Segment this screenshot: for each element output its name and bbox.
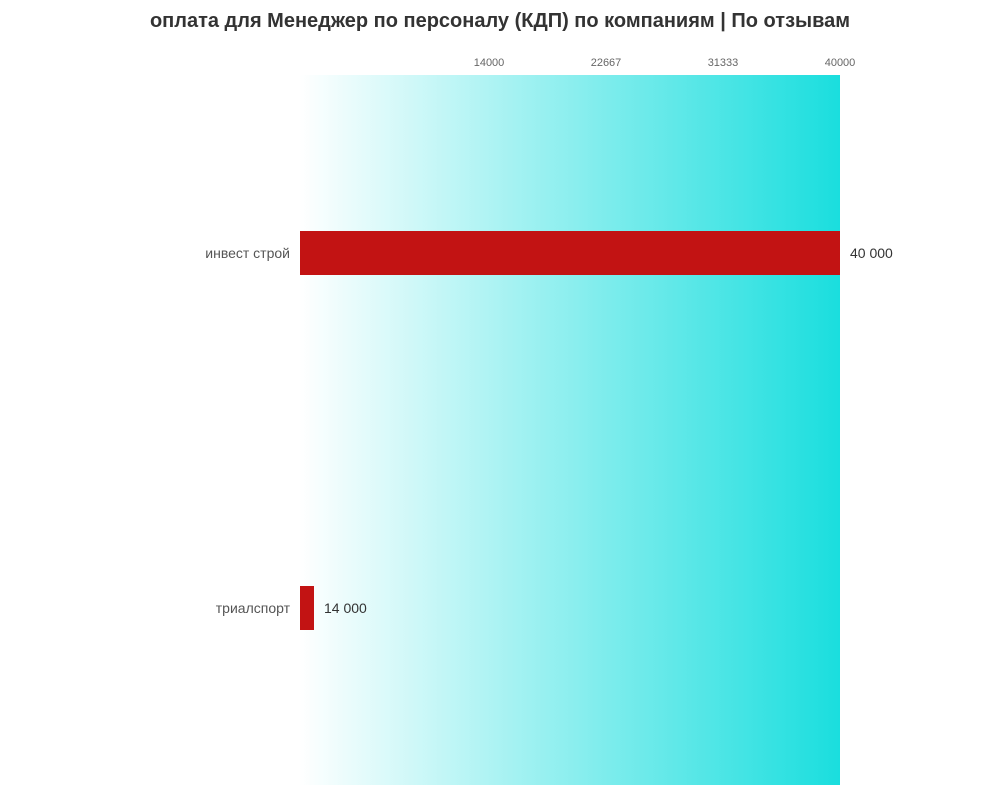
- bar: [300, 231, 840, 275]
- x-axis-tick: 22667: [591, 57, 622, 69]
- chart-gradient-background: [300, 75, 840, 785]
- category-label: триалспорт: [216, 600, 300, 616]
- bar: [300, 586, 314, 630]
- x-axis-tick: 31333: [708, 57, 739, 69]
- x-axis-tick: 40000: [825, 57, 856, 69]
- value-label: 40 000: [850, 245, 893, 261]
- chart-plot-area: 14000226673133340000инвест строй40 000тр…: [300, 75, 840, 785]
- category-label: инвест строй: [205, 245, 300, 261]
- x-axis-tick: 14000: [474, 57, 505, 69]
- chart-title: оплата для Менеджер по персоналу (КДП) п…: [0, 10, 1000, 33]
- value-label: 14 000: [324, 600, 367, 616]
